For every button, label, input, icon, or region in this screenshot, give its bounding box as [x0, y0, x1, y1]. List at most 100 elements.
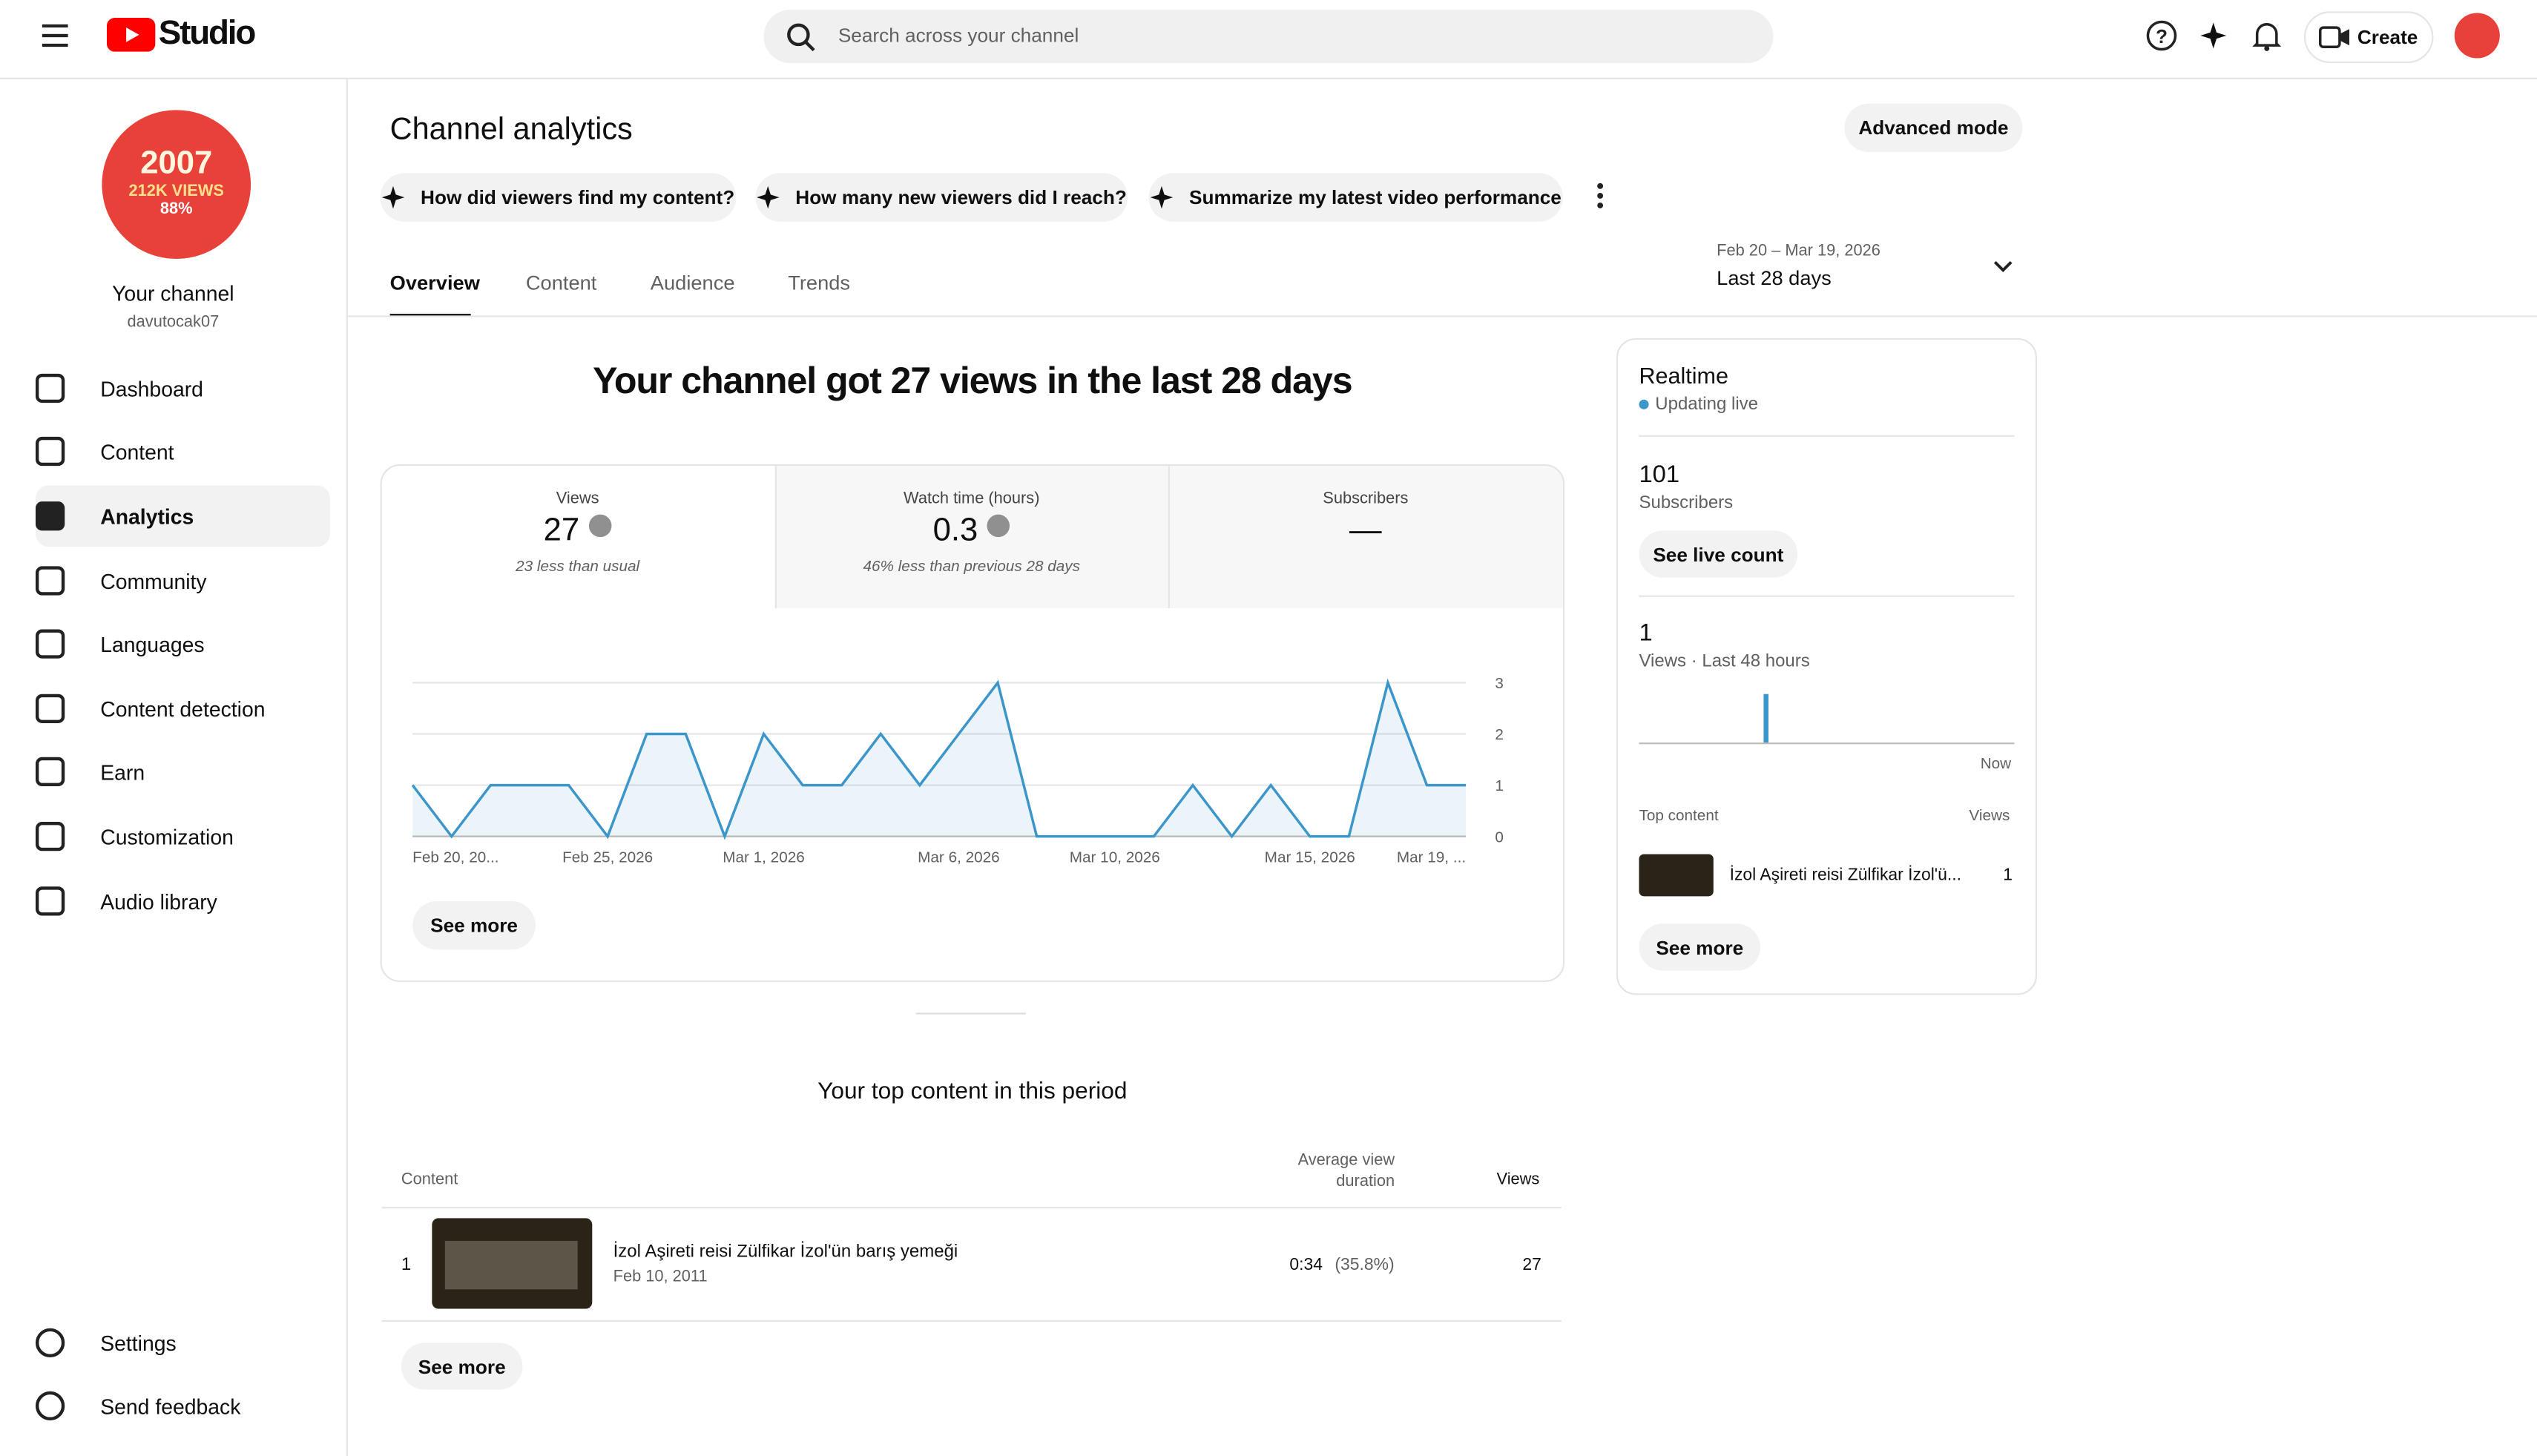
- column-header: Content: [401, 1171, 458, 1190]
- prompt-chip[interactable]: How did viewers find my content?: [380, 173, 737, 222]
- ai-button[interactable]: [2200, 22, 2243, 57]
- search-icon: [787, 23, 815, 52]
- avatar-text: 212K VIEWS: [128, 182, 224, 201]
- date-range[interactable]: Feb 20 – Mar 19, 2026: [1717, 243, 1880, 261]
- trend-icon: [589, 514, 612, 538]
- x-tick-label: Mar 15, 2026: [1265, 849, 1355, 866]
- metric[interactable]: Watch time (hours) 0.3 46% less than previ…: [777, 466, 1165, 608]
- logo-icon[interactable]: [106, 17, 156, 52]
- live-count-button[interactable]: See live count: [1639, 530, 1798, 578]
- x-tick-label: Mar 1, 2026: [723, 849, 805, 866]
- nav-item[interactable]: Languages: [35, 613, 330, 675]
- more-button[interactable]: [1593, 181, 1606, 210]
- headline: Your channel got 27 views in the last 28…: [593, 359, 1352, 401]
- divider: [774, 466, 777, 609]
- nav-item[interactable]: Community: [35, 550, 330, 612]
- nav-label: Languages: [100, 631, 205, 656]
- nav-icon: [35, 436, 65, 467]
- nav-label: Settings: [100, 1330, 177, 1355]
- avatar-text: 88%: [159, 200, 193, 219]
- metric-number: —: [1349, 513, 1382, 549]
- metric[interactable]: Views 27 23 less than usual: [384, 466, 771, 608]
- notifications-button[interactable]: [2252, 19, 2282, 52]
- top-content-title: Your top content in this period: [817, 1078, 1128, 1105]
- page-title: Channel analytics: [389, 113, 633, 148]
- metric-number: 27: [543, 513, 580, 549]
- see-more-button[interactable]: See more: [401, 1343, 523, 1390]
- views-count: 1: [1639, 619, 1653, 648]
- metric-note: 46% less than previous 28 days: [863, 558, 1081, 576]
- help-button[interactable]: ?: [2145, 19, 2178, 52]
- create-button[interactable]: Create: [2303, 11, 2434, 64]
- metric[interactable]: Subscribers —: [1171, 466, 1559, 608]
- tab[interactable]: Content: [525, 271, 597, 294]
- x-tick-label: Mar 10, 2026: [1070, 849, 1160, 866]
- nav-item[interactable]: Audio library: [35, 870, 330, 932]
- trend-icon: [987, 514, 1010, 538]
- avatar-text: 2007: [140, 145, 213, 182]
- video-title[interactable]: İzol Aşireti reisi Zülfikar İzol'ü...: [1729, 865, 1961, 886]
- nav-item[interactable]: Content detection: [35, 678, 330, 739]
- views-column-label: Views: [1969, 807, 2010, 826]
- search-box[interactable]: Search across your channel: [763, 10, 1774, 64]
- x-tick-label: Mar 19, ...: [1397, 849, 1466, 866]
- metric-label: Views: [556, 490, 599, 508]
- period-select[interactable]: Last 28 days: [1717, 266, 1832, 290]
- account-avatar[interactable]: [2454, 13, 2500, 59]
- tab[interactable]: Audience: [650, 271, 735, 294]
- nav-item[interactable]: Customization: [35, 806, 330, 867]
- see-more-button[interactable]: See more: [412, 900, 536, 950]
- views-label: Views · Last 48 hours: [1639, 651, 1810, 672]
- nav-item[interactable]: Send feedback: [35, 1375, 330, 1437]
- nav-label: Send feedback: [100, 1394, 241, 1418]
- advanced-mode-button[interactable]: Advanced mode: [1844, 103, 2023, 153]
- rank: 1: [401, 1255, 412, 1275]
- nav-icon: [35, 1328, 65, 1357]
- create-icon: [2318, 26, 2349, 48]
- subscriber-label: Subscribers: [1639, 493, 1734, 513]
- prompt-chip[interactable]: How many new viewers did I reach?: [755, 173, 1128, 222]
- dropdown-arrow[interactable]: [1992, 259, 2015, 275]
- divider: [1639, 435, 2015, 437]
- create-label: Create: [2357, 25, 2418, 49]
- column-header: Views: [1496, 1171, 1540, 1190]
- y-tick-label: 2: [1495, 726, 1504, 743]
- tab[interactable]: Overview: [389, 271, 480, 294]
- menu-button[interactable]: [42, 24, 71, 47]
- metric-value: 27: [384, 513, 771, 550]
- divider: [1639, 595, 2015, 597]
- video-thumbnail[interactable]: [1639, 854, 1714, 897]
- section-divider: [915, 1012, 1026, 1015]
- logo-text[interactable]: Studio: [158, 14, 257, 52]
- channel-name: Your channel: [112, 281, 234, 306]
- nav-item[interactable]: Analytics: [35, 485, 330, 547]
- video-thumbnail[interactable]: [432, 1218, 593, 1309]
- tab[interactable]: Trends: [788, 271, 851, 294]
- nav-item[interactable]: Content: [35, 421, 330, 482]
- nav-icon: [35, 1391, 65, 1421]
- prompt-chip[interactable]: Summarize my latest video performance: [1148, 173, 1563, 222]
- channel-avatar[interactable]: 2007 212K VIEWS 88%: [102, 110, 251, 259]
- video-title[interactable]: İzol Aşireti reisi Zülfikar İzol'ün barı…: [613, 1242, 958, 1262]
- column-header: Average view duration: [1297, 1151, 1395, 1191]
- nav-icon: [35, 501, 65, 531]
- now-label: Now: [1980, 755, 2012, 774]
- nav-item[interactable]: Settings: [35, 1312, 330, 1374]
- avg-duration: 0:34: [1289, 1255, 1323, 1275]
- metric-label: Watch time (hours): [904, 490, 1040, 508]
- nav-item[interactable]: Earn: [35, 741, 330, 803]
- mini-chart-bar: [1763, 694, 1768, 743]
- metric-label: Subscribers: [1323, 490, 1409, 508]
- see-more-button[interactable]: See more: [1639, 923, 1761, 971]
- realtime-card: Realtime Updating live 101 Subscribers S…: [1616, 337, 2038, 995]
- nav-item[interactable]: Dashboard: [35, 358, 330, 419]
- x-tick-label: Feb 20, 20...: [412, 849, 498, 866]
- realtime-title: Realtime: [1639, 362, 1728, 389]
- top-bar: [0, 0, 2537, 79]
- svg-text:?: ?: [2156, 25, 2168, 47]
- nav-label: Customization: [100, 824, 234, 849]
- x-tick-label: Mar 6, 2026: [918, 849, 1000, 866]
- nav-icon: [35, 566, 65, 596]
